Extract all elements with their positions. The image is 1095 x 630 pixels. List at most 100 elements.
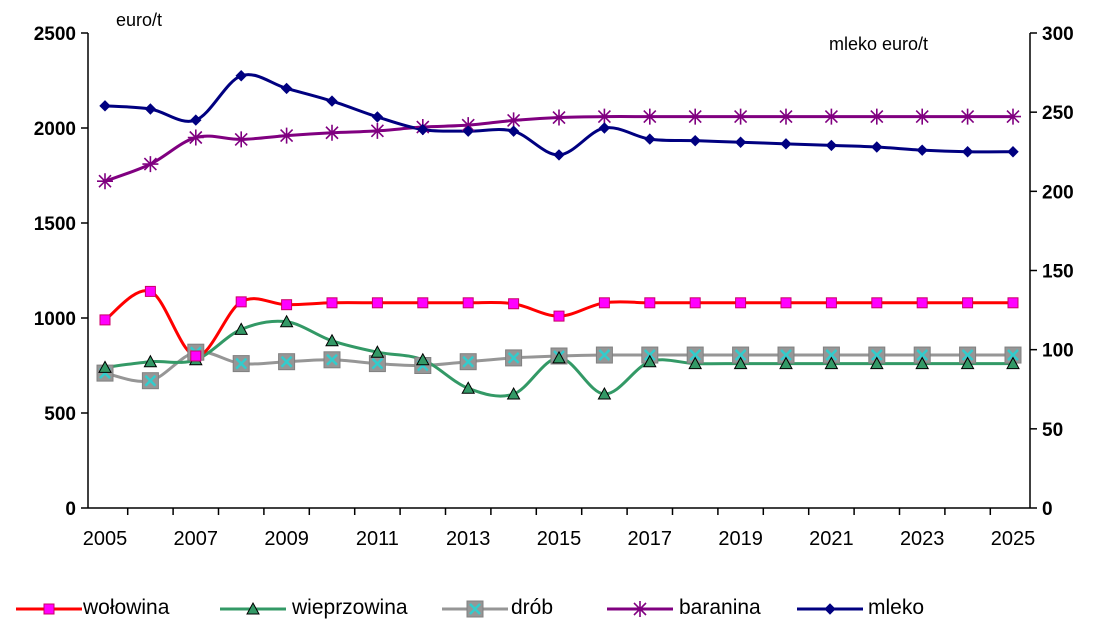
data-point-wołowina	[871, 297, 883, 309]
data-point-wieprzowina	[325, 333, 339, 347]
data-point-baranina	[641, 108, 658, 125]
data-point-baranina	[959, 108, 976, 125]
legend-swatch-marker	[824, 603, 836, 615]
data-point-wołowina	[417, 297, 429, 309]
left-tick-label: 1000	[34, 309, 76, 330]
left-tick-label: 1500	[34, 214, 76, 235]
data-point-drób	[141, 372, 159, 390]
legend-swatch-marker	[632, 601, 648, 617]
data-point-wieprzowina	[552, 350, 566, 364]
data-point-mleko	[326, 95, 338, 107]
data-point-drób	[868, 346, 886, 364]
data-point-mleko	[371, 111, 384, 123]
data-point-baranina	[914, 108, 931, 125]
data-point-drób	[959, 346, 977, 364]
data-point-wołowina	[735, 297, 747, 309]
x-tick-label: 2023	[900, 528, 945, 550]
data-point-baranina	[1005, 108, 1021, 125]
right-tick-label: 100	[1042, 341, 1074, 362]
data-point-wieprzowina	[915, 356, 930, 370]
marker-cross	[870, 349, 883, 361]
axes-layer: 0 500 1000 1500 2000 2500 0 50 100 150 200 250 300 20…	[34, 24, 1074, 550]
data-point-wołowina	[644, 297, 656, 309]
data-point-wołowina	[508, 298, 520, 310]
data-point-wołowina	[371, 297, 383, 309]
marker-cross	[507, 352, 520, 364]
data-point-drób	[1004, 346, 1022, 364]
data-point-mleko	[144, 103, 157, 115]
data-point-wołowina	[1007, 297, 1019, 309]
data-point-wołowina	[780, 297, 792, 309]
legend-swatch-marker	[246, 601, 260, 615]
x-tick-label: 2019	[718, 528, 763, 550]
data-point-baranina	[778, 108, 794, 125]
legend-item-wieprzowina: wieprzowina	[218, 588, 408, 628]
data-point-mleko	[507, 125, 520, 137]
x-tick-label: 2025	[991, 528, 1036, 550]
data-point-drób	[323, 351, 341, 369]
marker-cross	[734, 349, 747, 361]
data-point-wieprzowina	[960, 356, 975, 370]
data-point-mleko	[280, 82, 293, 95]
marker-cross	[326, 353, 338, 366]
legend-label: wieprzowina	[292, 596, 408, 619]
data-point-wołowina	[462, 297, 474, 309]
left-tick-label: 0	[65, 499, 76, 520]
data-point-wołowina	[553, 310, 565, 322]
legend-label: drób	[511, 596, 554, 619]
data-point-mleko	[190, 114, 202, 126]
x-tick-label: 2011	[356, 528, 399, 550]
data-point-wołowina	[326, 297, 338, 309]
left-tick-label: 2000	[34, 119, 76, 140]
data-point-wieprzowina	[733, 356, 748, 370]
data-point-baranina	[369, 122, 386, 139]
right-tick-label: 200	[1042, 182, 1074, 203]
data-point-wołowina	[962, 297, 974, 309]
data-point-drób	[368, 355, 386, 373]
data-point-wieprzowina	[779, 356, 793, 370]
data-point-wieprzowina	[279, 314, 294, 328]
data-point-mleko	[99, 100, 111, 112]
data-point-baranina	[460, 117, 477, 134]
right-tick-label: 300	[1042, 24, 1074, 45]
data-point-wieprzowina	[824, 356, 839, 370]
x-tick-label: 2009	[264, 528, 309, 550]
data-point-wieprzowina	[869, 356, 884, 370]
legend-label: baranina	[679, 596, 761, 619]
data-point-drób	[505, 349, 523, 367]
data-point-wieprzowina	[98, 360, 112, 373]
data-point-drób	[777, 346, 795, 364]
legend-swatch-marker	[466, 600, 484, 618]
data-point-drób	[732, 346, 750, 364]
data-point-drób	[822, 346, 840, 364]
right-tick-label: 50	[1042, 420, 1063, 441]
legend-item-mleko: mleko	[795, 588, 985, 628]
x-tick-label: 2013	[446, 528, 491, 550]
data-point-wołowina	[99, 314, 111, 326]
marker-cross	[916, 349, 929, 361]
marker-cross	[1007, 349, 1019, 361]
marker-cross	[780, 349, 792, 361]
data-point-wieprzowina	[642, 354, 657, 368]
data-point-wieprzowina	[234, 322, 249, 335]
data-point-wołowina	[235, 296, 247, 308]
legend-item-baranina: baranina	[605, 588, 795, 628]
right-tick-label: 0	[1042, 499, 1053, 520]
data-point-mleko	[598, 122, 611, 134]
legend: wołowina wieprzowina drób baranina mleko	[0, 588, 1095, 628]
data-point-wieprzowina	[415, 352, 430, 366]
data-point-wieprzowina	[506, 386, 521, 400]
left-axis-label: euro/t	[116, 10, 162, 30]
data-point-wołowina	[689, 297, 701, 309]
data-point-mleko	[916, 144, 928, 156]
x-tick-label: 2007	[174, 528, 219, 550]
data-point-wieprzowina	[1006, 356, 1020, 370]
data-point-mleko	[462, 125, 474, 137]
marker-cross	[462, 355, 475, 368]
data-point-baranina	[868, 108, 885, 125]
data-point-baranina	[142, 156, 159, 173]
left-tick-label: 2500	[34, 24, 76, 45]
data-point-mleko	[417, 123, 429, 136]
data-point-mleko	[734, 136, 747, 148]
x-tick-label: 2021	[809, 528, 854, 550]
